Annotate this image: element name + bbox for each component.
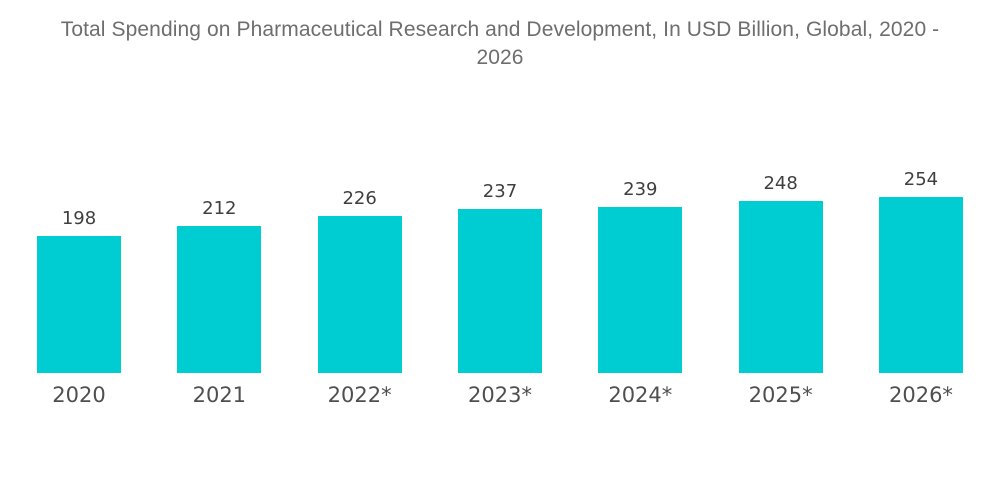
bar-value-label: 239 [623,178,658,200]
x-tick-label: 2025* [748,382,813,407]
bar-column: 239 2024* [598,178,683,407]
chart-title-line1: Total Spending on Pharmaceutical Researc… [60,18,940,41]
bar-value-label: 212 [202,197,237,219]
bar [457,208,542,373]
bar-value-label: 254 [903,168,939,190]
bar [177,225,262,373]
x-tick-label: 2023* [468,382,532,407]
bar-column: 212 2021 [177,197,262,407]
x-tick-label: 2024* [608,382,673,407]
bar-value-label: 237 [482,180,518,202]
bar-value-label: 226 [342,187,377,209]
bar-column: 226 2022* [317,187,402,407]
bar [317,215,402,373]
x-tick-label: 2026* [888,382,953,407]
bar [37,235,121,373]
bar-column: 198 2020 [37,208,121,407]
bar-value-label: 248 [763,172,798,194]
bar-column: 254 2026* [878,168,963,407]
chart-title: Total Spending on Pharmaceutical Researc… [20,0,980,73]
x-tick-label: 2022* [327,382,392,407]
bar-column: 248 2025* [738,172,823,407]
chart-title-line2: 2026 [476,46,524,70]
x-tick-label: 2020 [52,382,106,407]
bar-chart-plot-area: 198 2020 212 2021 226 2022* 237 2023* 239 2024* 24… [37,169,963,407]
x-tick-label: 2021 [192,382,247,407]
bar-column: 237 2023* [457,180,542,407]
bar-value-label: 198 [61,207,97,229]
bar [598,206,683,373]
bar [878,196,963,373]
bar [738,200,823,373]
